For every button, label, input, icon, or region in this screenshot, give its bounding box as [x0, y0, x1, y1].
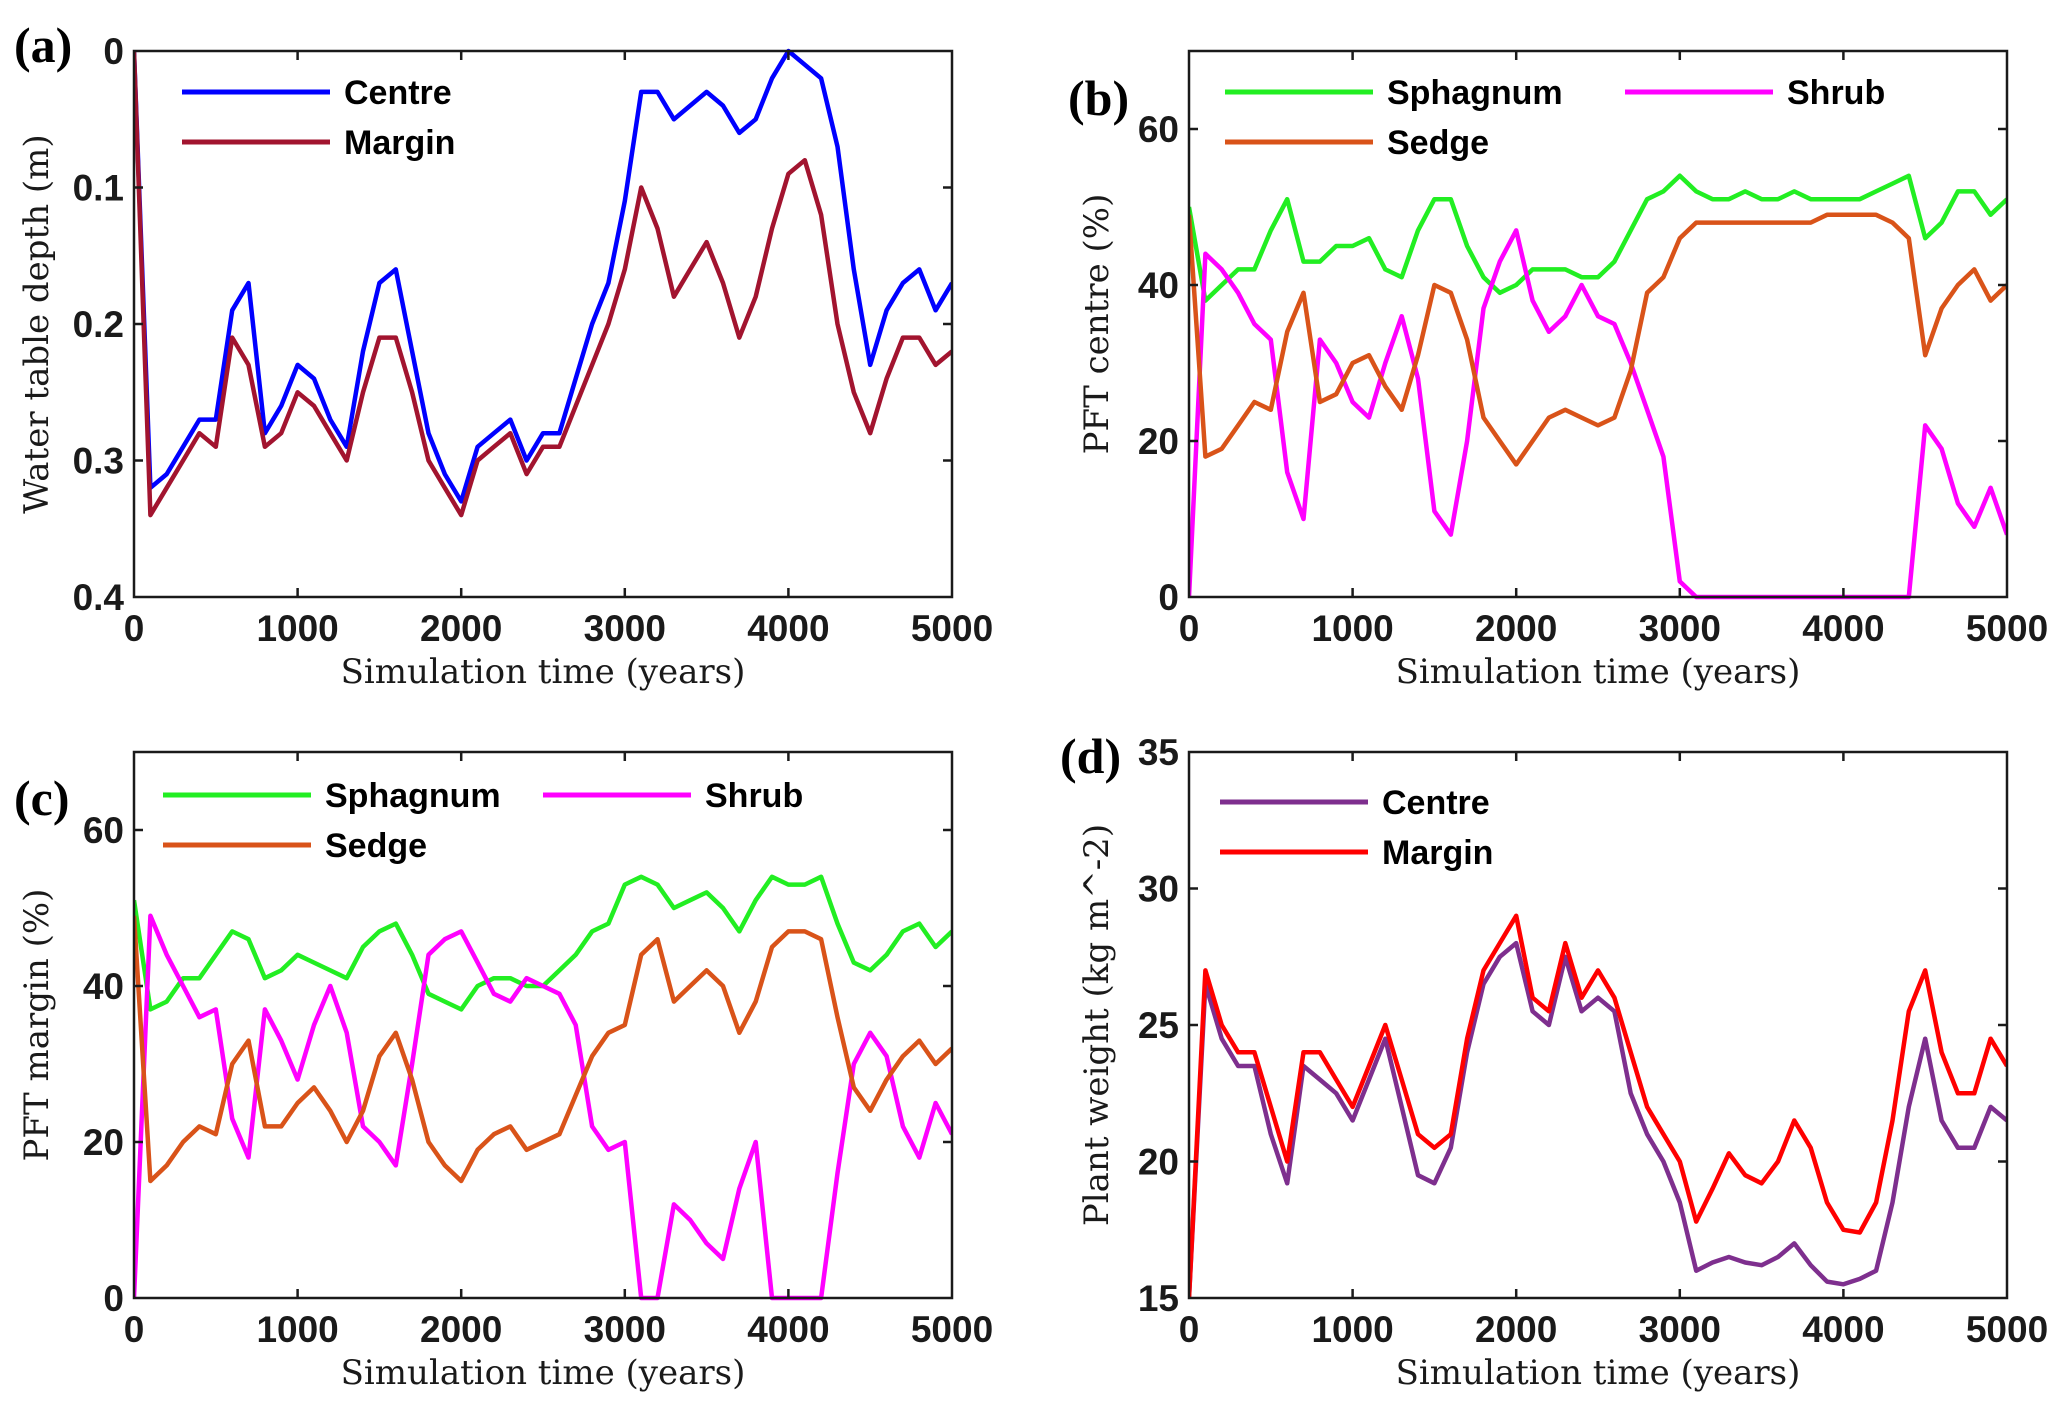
- x-tick-label: 3000: [1639, 608, 1721, 649]
- y-tick-label: 60: [1138, 109, 1179, 150]
- y-tick-label: 0.2: [73, 304, 124, 345]
- series-line-margin: [1189, 913, 2007, 1299]
- y-tick-label: 15: [1138, 1278, 1179, 1319]
- x-tick-label: 1000: [256, 608, 338, 649]
- x-tick-label: 2000: [420, 1309, 502, 1350]
- panel-b-pft-centre: (b) 0 1000 2000 3000 4000 5000 0 20 40 60 Sphagnu…: [1068, 49, 2048, 692]
- y-tick-label: 0.4: [73, 577, 125, 618]
- x-axis-label-d: Simulation time (years): [1396, 1353, 1801, 1393]
- legend-label-centre: Centre: [1382, 784, 1490, 822]
- ticks-b: 0 1000 2000 3000 4000 5000 0 20 40 60: [1138, 51, 2048, 649]
- x-tick-label: 0: [124, 1309, 145, 1350]
- legend-b: Sphagnum Shrub Sedge: [1225, 74, 1885, 162]
- y-tick-label: 0.1: [73, 168, 124, 209]
- x-tick-label: 4000: [1802, 1309, 1884, 1350]
- x-tick-label: 3000: [584, 1309, 666, 1350]
- y-tick-label: 20: [83, 1122, 124, 1163]
- legend-c: Sphagnum Shrub Sedge: [163, 777, 803, 865]
- y-tick-label: 0: [103, 1278, 124, 1319]
- x-tick-label: 3000: [584, 608, 666, 649]
- y-tick-label: 30: [1138, 869, 1179, 910]
- x-tick-label: 2000: [420, 608, 502, 649]
- x-tick-label: 4000: [747, 608, 829, 649]
- legend-label-sphagnum: Sphagnum: [325, 777, 501, 815]
- x-tick-label: 2000: [1475, 1309, 1557, 1350]
- x-tick-label: 3000: [1639, 1309, 1721, 1350]
- legend-label-margin: Margin: [344, 124, 455, 162]
- x-tick-label: 2000: [1475, 608, 1557, 649]
- x-axis-label-c: Simulation time (years): [341, 1353, 746, 1393]
- x-tick-label: 0: [1179, 1309, 1200, 1350]
- series-line-sedge: [134, 915, 952, 1184]
- y-axis-label-b: PFT centre (%): [1077, 194, 1117, 455]
- panel-label-b: (b): [1068, 70, 1129, 126]
- panel-label-d: (d): [1060, 728, 1121, 784]
- plot-frame-b: [1187, 49, 2009, 599]
- x-tick-label: 5000: [911, 1309, 993, 1350]
- y-axis-label-a: Water table depth (m): [17, 134, 57, 513]
- y-tick-label: 35: [1138, 732, 1179, 773]
- y-tick-label: 20: [1138, 421, 1179, 462]
- x-tick-label: 5000: [911, 608, 993, 649]
- x-tick-label: 4000: [1802, 608, 1884, 649]
- series-line-sphagnum: [1189, 173, 2007, 303]
- x-axis-label-a: Simulation time (years): [341, 652, 746, 692]
- x-tick-label: 5000: [1966, 608, 2048, 649]
- legend-label-sedge: Sedge: [1387, 124, 1489, 162]
- panel-c-pft-margin: (c) 0 1000 2000 3000 4000 5000 0 20 40 60 Sphagnu…: [14, 750, 993, 1393]
- series-line-centre: [134, 48, 952, 504]
- series-line-sedge: [1189, 212, 2007, 467]
- y-tick-label: 20: [1138, 1142, 1179, 1183]
- series-line-centre: [1189, 940, 2007, 1299]
- y-axis-label-c: PFT margin (%): [17, 889, 57, 1162]
- x-tick-label: 5000: [1966, 1309, 2048, 1350]
- legend-label-margin: Margin: [1382, 834, 1493, 872]
- series-layer-a: [134, 48, 952, 518]
- series-line-margin: [134, 50, 952, 518]
- y-tick-label: 0: [103, 31, 124, 72]
- legend-label-shrub: Shrub: [1787, 74, 1885, 112]
- y-tick-label: 40: [1138, 265, 1179, 306]
- plot-frame-c: [132, 750, 954, 1300]
- x-tick-label: 1000: [1311, 1309, 1393, 1350]
- y-tick-label: 60: [83, 810, 124, 851]
- panel-label-a: (a): [14, 17, 72, 73]
- legend-a: Centre Margin: [182, 74, 455, 162]
- y-tick-label: 25: [1138, 1005, 1179, 1046]
- y-tick-label: 0.3: [73, 441, 124, 482]
- legend-label-shrub: Shrub: [705, 777, 803, 815]
- legend-label-sphagnum: Sphagnum: [1387, 74, 1563, 112]
- ticks-c: 0 1000 2000 3000 4000 5000 0 20 40 60: [83, 752, 993, 1350]
- x-tick-label: 4000: [747, 1309, 829, 1350]
- y-tick-label: 0: [1158, 577, 1179, 618]
- ticks-d: 0 1000 2000 3000 4000 5000 15 20 25 30 35: [1138, 732, 2048, 1350]
- x-axis-label-b: Simulation time (years): [1396, 652, 1801, 692]
- x-tick-label: 1000: [1311, 608, 1393, 649]
- ticks-a: 0 1000 2000 3000 4000 5000 0 0.1 0.2 0.3 0.4: [73, 31, 994, 649]
- series-layer-d: [1189, 913, 2007, 1299]
- panel-label-c: (c): [14, 770, 70, 826]
- legend-label-centre: Centre: [344, 74, 452, 112]
- panel-d-plant-weight: (d) 0 1000 2000 3000 4000 5000 15 20 25 30 35 Cent…: [1060, 728, 2048, 1393]
- y-tick-label: 40: [83, 966, 124, 1007]
- x-tick-label: 1000: [256, 1309, 338, 1350]
- legend-d: Centre Margin: [1220, 784, 1493, 872]
- legend-label-sedge: Sedge: [325, 827, 427, 865]
- x-tick-label: 0: [1179, 608, 1200, 649]
- y-axis-label-d: Plant weight (kg m^-2): [1077, 824, 1117, 1226]
- x-tick-label: 0: [124, 608, 145, 649]
- panel-a-water-table-depth: (a) 0 1000 2000 3000 4000 5000 0 0.1 0.2 0.3 0.4 C…: [14, 17, 993, 692]
